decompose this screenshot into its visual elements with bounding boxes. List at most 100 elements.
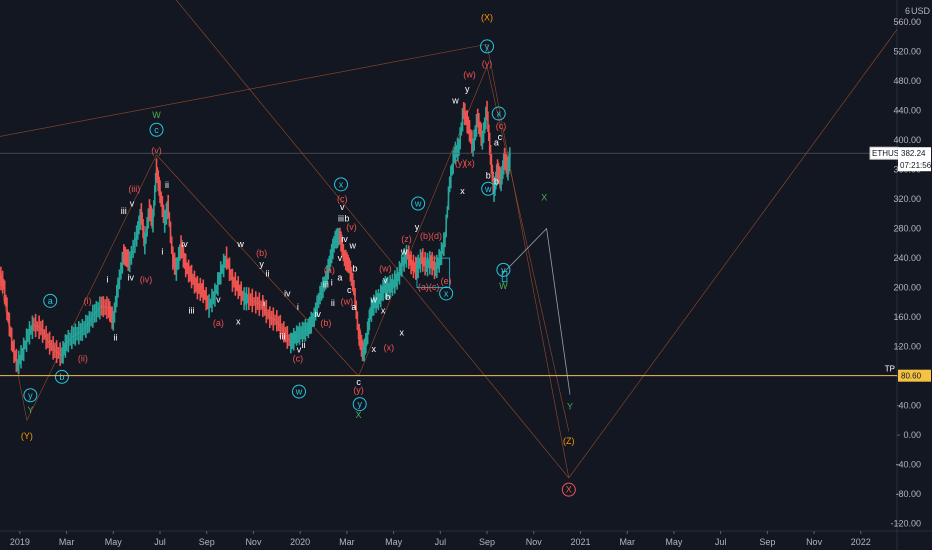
structure-line [568, 29, 898, 479]
wave-label-circle [411, 196, 426, 211]
structure-line [0, 43, 488, 137]
wave-label: Y [27, 405, 33, 415]
wave-label: (x) [464, 158, 475, 168]
wave-label: (y) [353, 385, 364, 395]
wave-label: W [499, 281, 508, 291]
symbol-text: ETHUSD [872, 149, 905, 158]
tp-label: TP [885, 365, 895, 374]
y-tick-label: 400.00 [893, 135, 921, 145]
wave-label: (w) [379, 263, 392, 273]
wave-label: v [216, 294, 221, 304]
wave-label-circle [149, 122, 164, 137]
wave-label: w [348, 241, 356, 251]
wave-label-circle [334, 177, 349, 192]
wave-label: i [106, 274, 108, 284]
wave-label: (x) [384, 342, 395, 352]
wave-label: x [400, 328, 405, 338]
current-price-group: ETHUSD 382.24 07:21:56 [0, 146, 932, 172]
wave-label: i [331, 277, 333, 287]
wave-label: ii [331, 298, 335, 308]
wave-label: iii [323, 280, 329, 290]
wave-label: y [415, 222, 420, 232]
wave-label: x [444, 288, 449, 298]
wave-label: W [152, 110, 161, 120]
wave-label: (c) [293, 353, 304, 363]
wave-label: b [59, 372, 64, 382]
wave-label: y [485, 41, 490, 51]
structure-line [26, 154, 157, 421]
x-tick-label: Mar [59, 537, 75, 547]
wave-label: c [356, 377, 361, 387]
wave-label: v [338, 253, 343, 263]
wave-label: (a)(c) [418, 282, 440, 292]
wave-label: (w) [341, 297, 354, 307]
x-tick-label: May [105, 537, 123, 547]
wave-label: (b)(d) [420, 231, 442, 241]
x-tick-label: 2021 [570, 537, 590, 547]
wave-label: b [385, 292, 390, 302]
axis-header: 6 USD [905, 6, 931, 16]
wave-label: (v) [151, 145, 162, 155]
x-tick-label: Mar [619, 537, 635, 547]
wave-label-circle [43, 293, 58, 308]
wave-label: b [353, 263, 358, 273]
x-tick-label: Nov [526, 537, 543, 547]
y-tick-label: 240.00 [893, 253, 921, 263]
wave-label: (z) [401, 234, 412, 244]
y-tick-label: 120.00 [893, 342, 921, 352]
wave-label: x [236, 317, 241, 327]
wave-label: v [383, 275, 388, 285]
wave-label: ii [114, 333, 118, 343]
wave-label: a [351, 302, 356, 312]
wave-label: c [154, 125, 159, 135]
wave-label: w [414, 199, 422, 209]
x-tick-label: May [665, 537, 683, 547]
wave-label: iii [338, 213, 344, 223]
wave-label-circle [480, 39, 495, 54]
y-axis[interactable]: -120.00-80.00-40.000.0040.0080.00120.001… [890, 17, 921, 529]
wave-label: b [486, 170, 491, 180]
wave-label: (a) [213, 318, 224, 328]
wave-label: iv [128, 272, 135, 282]
y-tick-label: 520.00 [893, 47, 921, 57]
wave-label: y [465, 84, 470, 94]
wave-label: i [263, 298, 265, 308]
current-price-text: 382.24 [901, 149, 926, 158]
y-tick-label: 280.00 [893, 224, 921, 234]
x-axis[interactable]: 2019 Mar May Jul Sep Nov 2020 Mar May Jul Sep Nov 20… [10, 531, 871, 547]
wave-label: (c) [496, 121, 507, 131]
x-tick-label: Jul [154, 537, 166, 547]
wave-label: (a) [324, 265, 335, 275]
wave-label: iv [341, 234, 348, 244]
wave-label: a [494, 137, 499, 147]
structure-line [156, 154, 359, 377]
x-tick-label: Sep [759, 537, 775, 547]
wave-label: X [566, 485, 572, 495]
wave-label: (ii) [78, 353, 88, 363]
wave-label: (c) [337, 194, 348, 204]
wave-label: y [501, 265, 506, 275]
wave-label: b [494, 176, 499, 186]
y-tick-label: 560.00 [893, 17, 921, 27]
wave-label: w [295, 387, 303, 397]
wave-label: iii [280, 331, 286, 341]
wave-label: v [130, 199, 135, 209]
wave-label: iii [189, 305, 195, 315]
x-tick-label: 2019 [10, 537, 30, 547]
wave-label: y [357, 399, 362, 409]
x-tick-label: May [385, 537, 403, 547]
wave-label: x [381, 305, 386, 315]
wave-label: v [340, 202, 345, 212]
wave-label: (iv) [140, 274, 153, 284]
y-tick-label: 40.00 [898, 401, 921, 411]
wave-label: i [297, 302, 299, 312]
wave-label: (iii) [128, 184, 140, 194]
wave-label-circle [23, 388, 38, 403]
y-tick-label: 440.00 [893, 106, 921, 116]
wave-label: (y) [455, 158, 466, 168]
structure-line [486, 66, 570, 432]
wave-label: i [161, 246, 163, 256]
